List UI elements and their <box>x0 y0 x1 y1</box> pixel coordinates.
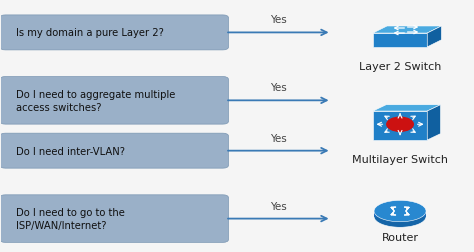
Text: Yes: Yes <box>270 201 287 211</box>
Polygon shape <box>373 105 440 112</box>
FancyBboxPatch shape <box>0 195 228 242</box>
Text: Do I need inter-VLAN?: Do I need inter-VLAN? <box>16 146 125 156</box>
Polygon shape <box>373 112 427 140</box>
FancyBboxPatch shape <box>0 134 228 169</box>
Text: Router: Router <box>382 233 419 242</box>
FancyBboxPatch shape <box>0 16 228 51</box>
FancyBboxPatch shape <box>0 77 228 125</box>
Text: Yes: Yes <box>270 15 287 25</box>
Ellipse shape <box>374 201 426 222</box>
Polygon shape <box>373 27 441 34</box>
Polygon shape <box>427 105 440 140</box>
Text: Is my domain a pure Layer 2?: Is my domain a pure Layer 2? <box>16 28 164 38</box>
Ellipse shape <box>374 206 426 227</box>
Polygon shape <box>374 211 426 217</box>
Text: Yes: Yes <box>270 83 287 93</box>
Polygon shape <box>373 34 427 48</box>
Text: Multilayer Switch: Multilayer Switch <box>352 155 448 165</box>
Polygon shape <box>427 27 441 48</box>
Text: Yes: Yes <box>270 133 287 143</box>
Circle shape <box>387 118 413 132</box>
Text: Do I need to aggregate multiple
access switches?: Do I need to aggregate multiple access s… <box>16 89 175 112</box>
Text: Layer 2 Switch: Layer 2 Switch <box>359 61 441 72</box>
Text: Do I need to go to the
ISP/WAN/Internet?: Do I need to go to the ISP/WAN/Internet? <box>16 207 125 230</box>
